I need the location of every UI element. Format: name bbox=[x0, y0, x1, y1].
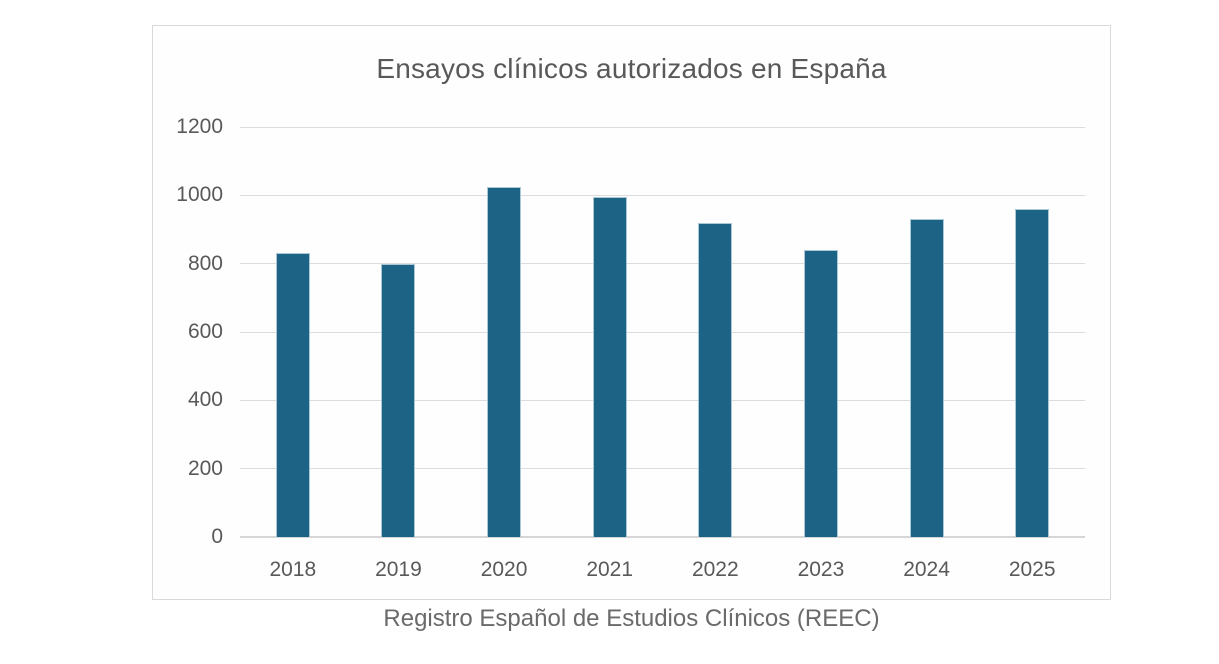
y-gridline bbox=[240, 194, 1085, 196]
y-gridline bbox=[240, 468, 1085, 470]
bar-2023 bbox=[803, 250, 838, 537]
x-axis-line bbox=[240, 536, 1085, 538]
x-tick-label: 2021 bbox=[586, 558, 634, 581]
y-tick-label: 800 bbox=[187, 251, 223, 275]
y-tick-label: 600 bbox=[187, 320, 223, 343]
y-tick-label: 400 bbox=[187, 388, 223, 412]
plot-area: 0 200 400 600 800 1000 1200 2018 2019 2020 2021 202… bbox=[176, 116, 1085, 581]
bar-2019 bbox=[381, 263, 416, 537]
bar-2025 bbox=[1015, 209, 1050, 537]
chart-title: Ensayos clínicos autorizados en España bbox=[376, 53, 887, 84]
bar-2024 bbox=[909, 219, 944, 537]
bar-2020 bbox=[487, 186, 522, 537]
x-tick-label: 2019 bbox=[375, 558, 422, 581]
x-tick-label: 2025 bbox=[1008, 558, 1056, 581]
y-gridline bbox=[240, 126, 1085, 128]
bar-2021 bbox=[592, 197, 627, 537]
y-gridline bbox=[240, 263, 1085, 265]
x-tick-label: 2022 bbox=[691, 558, 739, 581]
bar-2018 bbox=[275, 253, 310, 537]
chart-panel: Ensayos clínicos autorizados en España 0… bbox=[152, 25, 1111, 600]
y-gridline bbox=[240, 331, 1085, 333]
x-tick-label: 2020 bbox=[480, 558, 528, 581]
y-tick-label: 1000 bbox=[176, 183, 223, 207]
chart-caption: Registro Español de Estudios Clínicos (R… bbox=[383, 605, 880, 632]
bar-2022 bbox=[698, 222, 733, 537]
y-tick-label: 0 bbox=[211, 525, 223, 548]
y-tick-label: 200 bbox=[187, 456, 223, 480]
x-tick-label: 2023 bbox=[797, 558, 845, 581]
x-tick-label: 2024 bbox=[903, 558, 950, 581]
y-tick-label: 1200 bbox=[176, 115, 223, 138]
y-gridline bbox=[240, 399, 1085, 401]
x-tick-label: 2018 bbox=[269, 558, 317, 581]
